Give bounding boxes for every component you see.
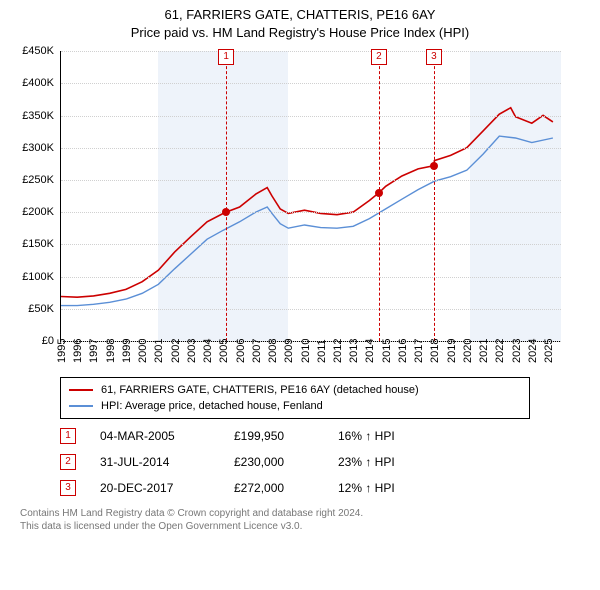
chart-area: 1 2 3 £0 £50K £100K £150K £200K £250K £300K £350K… <box>10 45 570 375</box>
x-tick-label: 2017 <box>413 339 425 363</box>
legend-row: 61, FARRIERS GATE, CHATTERIS, PE16 6AY (… <box>69 382 521 398</box>
y-gridline <box>61 277 561 278</box>
x-tick-label: 2001 <box>153 339 165 363</box>
legend-label: 61, FARRIERS GATE, CHATTERIS, PE16 6AY (… <box>101 384 419 396</box>
x-tick-label: 1996 <box>72 339 84 363</box>
legend-box: 61, FARRIERS GATE, CHATTERIS, PE16 6AY (… <box>60 377 530 419</box>
y-tick-label: £250K <box>10 174 54 186</box>
y-tick-label: £450K <box>10 45 54 57</box>
event-price: £199,950 <box>234 429 314 443</box>
footer-line2: This data is licensed under the Open Gov… <box>20 520 590 533</box>
y-gridline <box>61 212 561 213</box>
y-tick-label: £350K <box>10 110 54 122</box>
title-block: 61, FARRIERS GATE, CHATTERIS, PE16 6AY P… <box>10 6 590 41</box>
x-tick-label: 2024 <box>527 339 539 363</box>
event-price: £272,000 <box>234 481 314 495</box>
event-pct: 23% ↑ HPI <box>338 455 395 469</box>
event-marker: 1 <box>60 428 76 444</box>
event-pct: 12% ↑ HPI <box>338 481 395 495</box>
x-tick-label: 2018 <box>429 339 441 363</box>
y-gridline <box>61 83 561 84</box>
y-tick-label: £0 <box>10 335 54 347</box>
legend-row: HPI: Average price, detached house, Fenl… <box>69 398 521 414</box>
x-tick-label: 2008 <box>267 339 279 363</box>
annotation-dashline <box>226 51 227 341</box>
x-tick-label: 2005 <box>218 339 230 363</box>
y-gridline <box>61 244 561 245</box>
x-tick-label: 2002 <box>170 339 182 363</box>
event-row: 2 31-JUL-2014 £230,000 23% ↑ HPI <box>60 449 530 475</box>
x-tick-label: 2022 <box>494 339 506 363</box>
y-tick-label: £150K <box>10 238 54 250</box>
series-marker <box>375 189 383 197</box>
x-tick-label: 1999 <box>121 339 133 363</box>
y-gridline <box>61 180 561 181</box>
event-row: 3 20-DEC-2017 £272,000 12% ↑ HPI <box>60 475 530 501</box>
y-gridline <box>61 148 561 149</box>
chart-lines <box>61 51 561 341</box>
event-marker: 3 <box>60 480 76 496</box>
series-line-hpi <box>61 136 553 306</box>
x-tick-label: 2000 <box>137 339 149 363</box>
x-tick-label: 2014 <box>364 339 376 363</box>
x-tick-label: 2013 <box>348 339 360 363</box>
x-tick-label: 2010 <box>300 339 312 363</box>
chart-container: 61, FARRIERS GATE, CHATTERIS, PE16 6AY P… <box>0 0 600 590</box>
x-tick-label: 2003 <box>186 339 198 363</box>
y-tick-label: £50K <box>10 303 54 315</box>
x-tick-label: 2025 <box>543 339 555 363</box>
y-tick-label: £100K <box>10 271 54 283</box>
series-line-price_paid <box>61 108 553 298</box>
y-gridline <box>61 116 561 117</box>
event-price: £230,000 <box>234 455 314 469</box>
y-tick-label: £200K <box>10 206 54 218</box>
x-tick-label: 2012 <box>332 339 344 363</box>
x-tick-label: 2019 <box>446 339 458 363</box>
event-marker: 2 <box>60 454 76 470</box>
y-tick-label: £400K <box>10 77 54 89</box>
x-tick-label: 2015 <box>381 339 393 363</box>
footer-line1: Contains HM Land Registry data © Crown c… <box>20 507 590 520</box>
annotation-dashline <box>434 51 435 341</box>
x-tick-label: 2016 <box>397 339 409 363</box>
footer-attribution: Contains HM Land Registry data © Crown c… <box>20 507 590 533</box>
legend-swatch <box>69 389 93 391</box>
annotation-marker: 1 <box>218 49 234 65</box>
x-tick-label: 2007 <box>251 339 263 363</box>
title-line2: Price paid vs. HM Land Registry's House … <box>10 24 590 42</box>
y-tick-label: £300K <box>10 142 54 154</box>
x-tick-label: 2011 <box>316 339 328 363</box>
y-gridline <box>61 51 561 52</box>
x-tick-label: 2021 <box>478 339 490 363</box>
series-marker <box>430 162 438 170</box>
legend-label: HPI: Average price, detached house, Fenl… <box>101 400 323 412</box>
legend-swatch <box>69 405 93 407</box>
x-tick-label: 1995 <box>56 339 68 363</box>
x-tick-label: 2004 <box>202 339 214 363</box>
event-date: 31-JUL-2014 <box>100 455 210 469</box>
events-table: 1 04-MAR-2005 £199,950 16% ↑ HPI 2 31-JUL-201… <box>60 423 530 501</box>
x-tick-label: 2023 <box>511 339 523 363</box>
annotation-marker: 2 <box>371 49 387 65</box>
series-marker <box>222 208 230 216</box>
x-tick-label: 1997 <box>88 339 100 363</box>
event-date: 04-MAR-2005 <box>100 429 210 443</box>
event-row: 1 04-MAR-2005 £199,950 16% ↑ HPI <box>60 423 530 449</box>
y-gridline <box>61 309 561 310</box>
x-tick-label: 2020 <box>462 339 474 363</box>
plot-region: 1 2 3 <box>60 51 561 342</box>
event-pct: 16% ↑ HPI <box>338 429 395 443</box>
x-tick-label: 2006 <box>235 339 247 363</box>
x-tick-label: 1998 <box>105 339 117 363</box>
annotation-marker: 3 <box>426 49 442 65</box>
event-date: 20-DEC-2017 <box>100 481 210 495</box>
title-line1: 61, FARRIERS GATE, CHATTERIS, PE16 6AY <box>10 6 590 24</box>
x-tick-label: 2009 <box>283 339 295 363</box>
